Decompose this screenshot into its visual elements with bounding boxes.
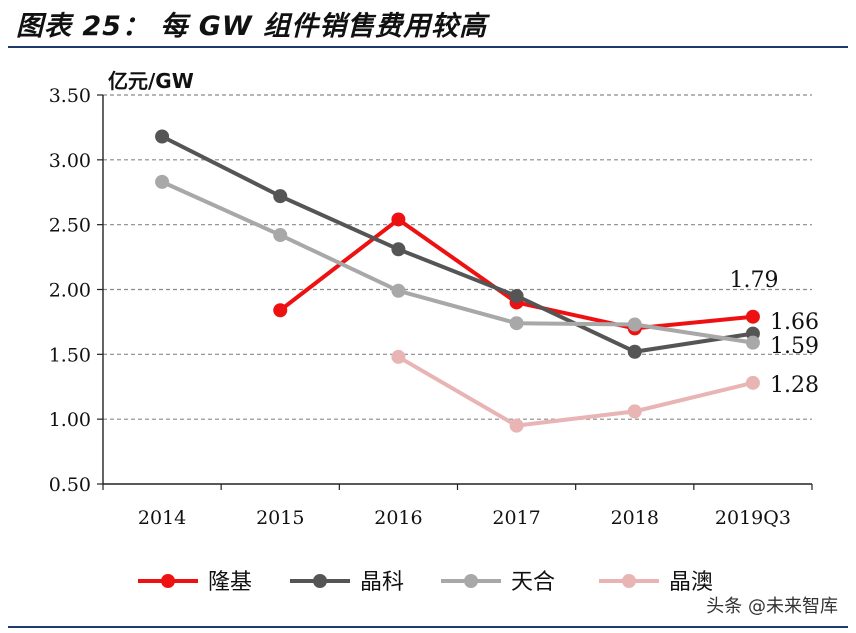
data-point bbox=[627, 317, 642, 332]
data-label: 1.66 bbox=[770, 310, 819, 335]
data-point bbox=[391, 212, 406, 227]
chart-title: 图表 25： 每 GW 组件销售费用较高 bbox=[16, 11, 488, 42]
y-tick-label: 2.50 bbox=[49, 215, 91, 237]
axes: 0.50 1.00 1.50 2.00 2.50 3.00 3.50 2014 2015 2016… bbox=[49, 85, 813, 529]
legend: 隆基 晶科 天合 晶澳 bbox=[138, 570, 713, 595]
y-tick-label: 1.00 bbox=[49, 409, 91, 431]
legend-swatch-marker bbox=[161, 574, 175, 588]
y-axis-label: 亿元/GW bbox=[108, 69, 194, 93]
x-tick-label: 2017 bbox=[492, 507, 540, 529]
data-label: 1.59 bbox=[770, 334, 819, 359]
x-tick-label: 2019Q3 bbox=[715, 507, 791, 529]
y-tick-label: 3.50 bbox=[49, 85, 91, 107]
legend-swatch-marker bbox=[313, 574, 327, 588]
data-point bbox=[155, 129, 170, 144]
data-point bbox=[273, 189, 288, 204]
data-label: 1.28 bbox=[770, 373, 819, 398]
legend-swatch-marker bbox=[464, 574, 478, 588]
data-point bbox=[509, 418, 524, 433]
x-tick-label: 2015 bbox=[256, 507, 304, 529]
legend-label: 晶澳 bbox=[669, 570, 713, 595]
bottom-divider bbox=[8, 626, 848, 628]
series-line bbox=[279, 217, 754, 331]
series-line bbox=[397, 355, 754, 428]
series-line bbox=[161, 134, 754, 354]
legend-label: 晶科 bbox=[360, 570, 404, 595]
data-point bbox=[745, 309, 760, 324]
y-tick-label: 1.50 bbox=[49, 344, 91, 366]
watermark: 头条 @未来智库 bbox=[706, 596, 838, 617]
data-point bbox=[509, 316, 524, 331]
y-tick-label: 2.00 bbox=[49, 280, 91, 302]
data-point bbox=[391, 242, 406, 257]
data-point bbox=[391, 349, 406, 364]
y-tick-label: 0.50 bbox=[49, 474, 91, 496]
y-tick-label: 3.00 bbox=[49, 150, 91, 172]
data-point bbox=[273, 228, 288, 243]
data-point bbox=[391, 283, 406, 298]
data-point bbox=[627, 344, 642, 359]
data-point bbox=[627, 404, 642, 419]
data-point bbox=[509, 288, 524, 303]
legend-label: 天合 bbox=[511, 570, 555, 595]
series: 1.79 1.661.59 1.28 bbox=[155, 129, 819, 433]
data-point bbox=[155, 174, 170, 189]
legend-label: 隆基 bbox=[208, 570, 252, 595]
series-line bbox=[161, 180, 754, 345]
data-point bbox=[745, 375, 760, 390]
data-point bbox=[273, 303, 288, 318]
gridlines bbox=[103, 94, 812, 420]
data-label: 1.79 bbox=[730, 268, 779, 293]
x-tick-label: 2018 bbox=[611, 507, 659, 529]
x-tick-label: 2016 bbox=[374, 507, 422, 529]
legend-swatch-marker bbox=[622, 574, 636, 588]
title-divider bbox=[8, 46, 848, 48]
x-tick-label: 2014 bbox=[138, 507, 186, 529]
data-point bbox=[745, 335, 760, 350]
